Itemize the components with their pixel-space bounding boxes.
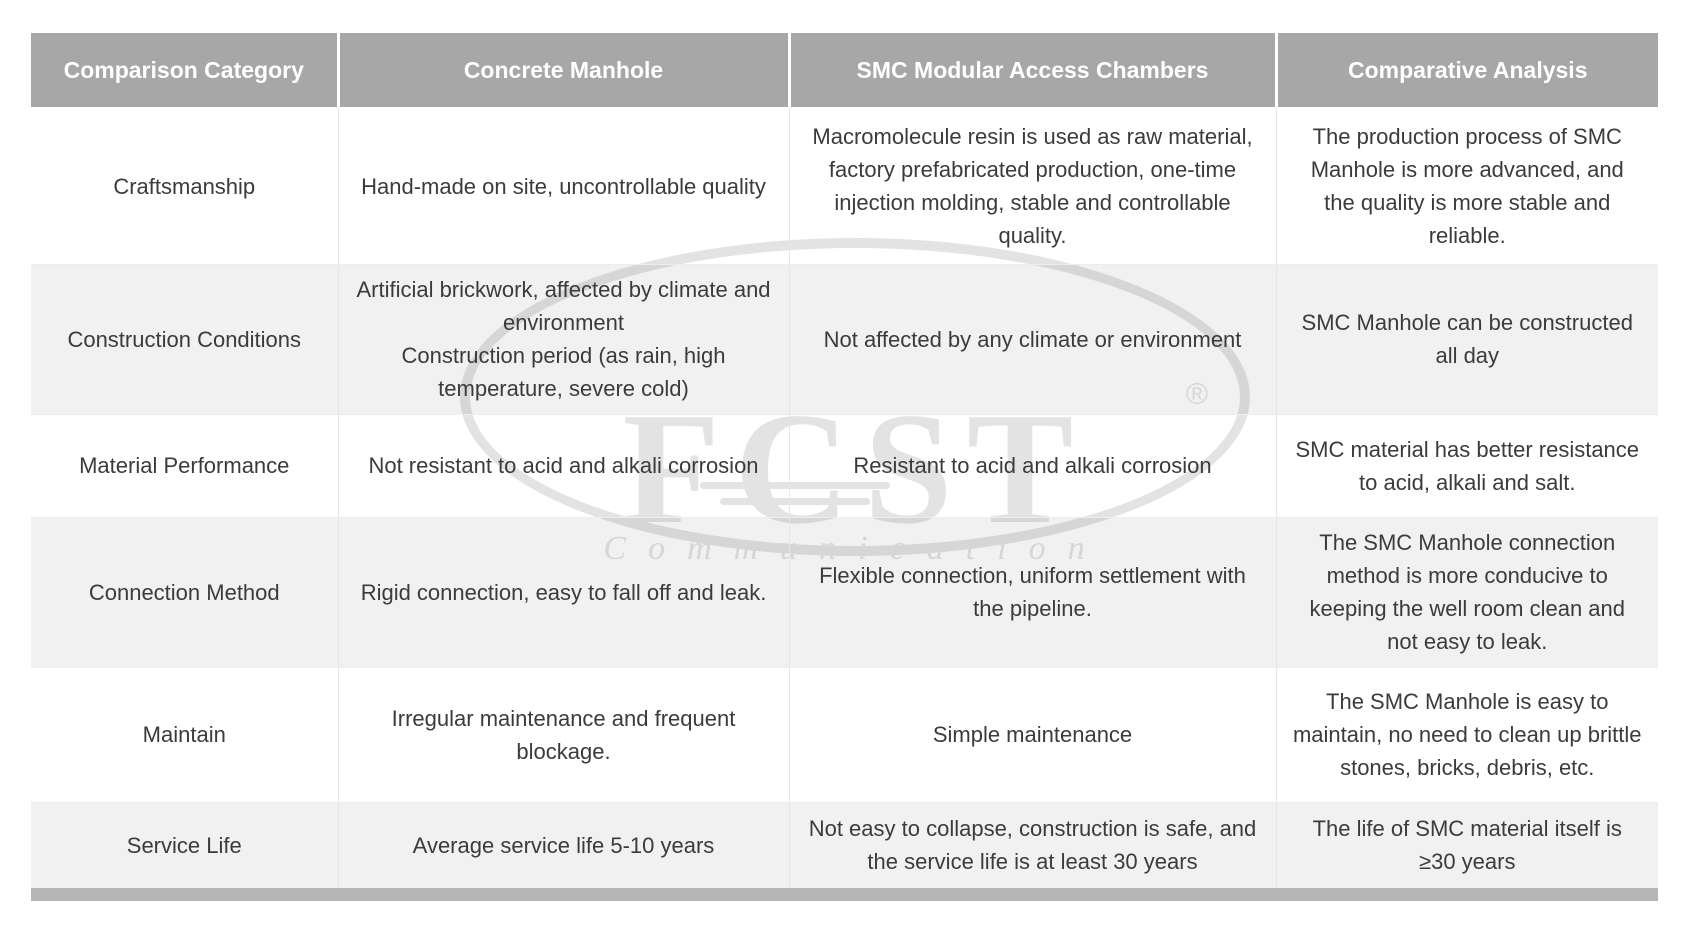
row-category: Service Life	[31, 802, 339, 888]
cell-smc-chambers: Flexible connection, uniform settlement …	[789, 517, 1277, 668]
cell-concrete-manhole: Average service life 5-10 years	[338, 802, 790, 888]
cell-concrete-manhole: Rigid connection, easy to fall off and l…	[338, 517, 790, 668]
table-header-row: Comparison Category Concrete Manhole SMC…	[31, 33, 1658, 109]
row-category: Connection Method	[31, 517, 339, 668]
table-bottom-bar	[31, 888, 1658, 901]
cell-comparative-analysis: SMC Manhole can be constructed all day	[1276, 264, 1658, 415]
row-category: Craftsmanship	[31, 108, 339, 265]
table-row-material-performance: Material Performance Not resistant to ac…	[31, 414, 1658, 518]
table-row-craftsmanship: Craftsmanship Hand-made on site, uncontr…	[31, 108, 1658, 265]
cell-comparative-analysis: The SMC Manhole is easy to maintain, no …	[1276, 667, 1658, 803]
cell-smc-chambers: Not easy to collapse, construction is sa…	[789, 802, 1277, 888]
row-category: Construction Conditions	[31, 264, 339, 415]
cell-smc-chambers: Not affected by any climate or environme…	[789, 264, 1277, 415]
table-row-construction-conditions: Construction Conditions Artificial brick…	[31, 264, 1658, 415]
row-category: Maintain	[31, 667, 339, 803]
table-row-service-life: Service Life Average service life 5-10 y…	[31, 802, 1658, 888]
table-row-maintain: Maintain Irregular maintenance and frequ…	[31, 667, 1658, 803]
cell-concrete-manhole: Irregular maintenance and frequent block…	[338, 667, 790, 803]
cell-comparative-analysis: The life of SMC material itself is ≥30 y…	[1276, 802, 1658, 888]
cell-smc-chambers: Simple maintenance	[789, 667, 1277, 803]
column-header-comparative-analysis: Comparative Analysis	[1276, 33, 1658, 109]
cell-comparative-analysis: SMC material has better resistance to ac…	[1276, 414, 1658, 518]
cell-concrete-manhole: Artificial brickwork, affected by climat…	[338, 264, 790, 415]
cell-comparative-analysis: The production process of SMC Manhole is…	[1276, 108, 1658, 265]
cell-comparative-analysis: The SMC Manhole connection method is mor…	[1276, 517, 1658, 668]
column-header-comparison-category: Comparison Category	[31, 33, 340, 109]
cell-smc-chambers: Resistant to acid and alkali corrosion	[789, 414, 1277, 518]
row-category: Material Performance	[31, 414, 339, 518]
cell-concrete-manhole: Hand-made on site, uncontrollable qualit…	[338, 108, 790, 265]
column-header-concrete-manhole: Concrete Manhole	[338, 33, 791, 109]
column-header-smc-modular-access-chambers: SMC Modular Access Chambers	[789, 33, 1278, 109]
cell-smc-chambers: Macromolecule resin is used as raw mater…	[789, 108, 1277, 265]
table-row-connection-method: Connection Method Rigid connection, easy…	[31, 517, 1658, 668]
cell-concrete-manhole: Not resistant to acid and alkali corrosi…	[338, 414, 790, 518]
comparison-table: Comparison Category Concrete Manhole SMC…	[31, 33, 1658, 888]
